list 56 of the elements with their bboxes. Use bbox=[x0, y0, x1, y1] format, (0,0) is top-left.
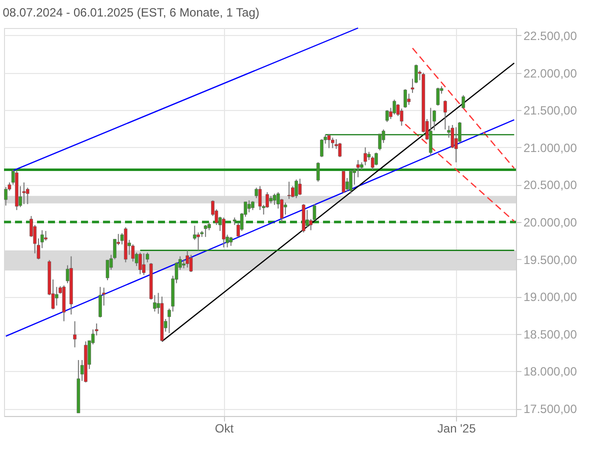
candlestick bbox=[258, 186, 262, 211]
candlestick bbox=[349, 170, 352, 194]
candlestick bbox=[189, 254, 193, 272]
candlestick bbox=[73, 320, 76, 348]
y-tick-label: 21.000,00 bbox=[524, 140, 578, 155]
candlestick bbox=[407, 93, 411, 106]
candlestick bbox=[298, 178, 302, 196]
candlestick bbox=[392, 99, 396, 116]
candlestick bbox=[320, 138, 324, 158]
candlestick bbox=[4, 186, 8, 206]
candlestick bbox=[378, 133, 382, 151]
y-tick-label: 21.500,00 bbox=[524, 104, 578, 118]
candlestick bbox=[186, 250, 190, 268]
candlestick bbox=[204, 224, 208, 238]
candlestick bbox=[400, 108, 404, 126]
y-tick-label: 18.500,00 bbox=[524, 327, 578, 342]
x-tick-label: Jan '25 bbox=[437, 422, 476, 436]
chart-subtitle: 08.07.2024 - 06.01.2025 (EST, 6 Monate, 1 Tag) bbox=[2, 5, 260, 20]
y-tick-label: 22.000,00 bbox=[524, 66, 578, 80]
candlestick bbox=[385, 110, 389, 123]
candlestick bbox=[138, 252, 142, 275]
candlestick bbox=[436, 87, 440, 106]
candlestick bbox=[284, 202, 288, 216]
candlestick bbox=[247, 200, 251, 213]
candlestick bbox=[287, 181, 291, 200]
candlestick bbox=[330, 137, 334, 149]
candlestick bbox=[444, 100, 447, 130]
y-tick-label: 18.000,00 bbox=[524, 364, 578, 379]
candlestick bbox=[98, 286, 102, 318]
candlestick bbox=[55, 286, 58, 306]
candlestick bbox=[356, 160, 360, 178]
x-tick-label: Okt bbox=[214, 422, 234, 436]
y-tick-label: 19.000,00 bbox=[524, 290, 578, 304]
y-tick-label: 20.500,00 bbox=[524, 178, 578, 192]
candlestick bbox=[22, 182, 26, 205]
y-tick-label: 22.500,00 bbox=[524, 28, 578, 43]
candlestick bbox=[327, 133, 331, 149]
candlestick bbox=[364, 146, 367, 166]
candlestick bbox=[131, 244, 135, 262]
candlestick bbox=[316, 162, 320, 182]
candlestick bbox=[338, 142, 342, 158]
y-tick-label: 19.500,00 bbox=[524, 252, 578, 267]
candlestick bbox=[196, 232, 200, 251]
candlestick bbox=[374, 152, 378, 166]
candlestick bbox=[142, 252, 146, 276]
candlestick bbox=[462, 94, 465, 110]
candlestick bbox=[404, 88, 407, 108]
candlestick bbox=[294, 178, 298, 199]
candlestick bbox=[222, 217, 226, 248]
candlestick bbox=[429, 107, 432, 156]
candlestick bbox=[370, 156, 374, 170]
candlestick bbox=[342, 170, 346, 194]
candlestick bbox=[272, 193, 276, 206]
candlestick bbox=[44, 230, 48, 242]
y-tick-label: 17.500,00 bbox=[524, 402, 578, 416]
y-tick-label: 20.000,00 bbox=[524, 216, 578, 230]
